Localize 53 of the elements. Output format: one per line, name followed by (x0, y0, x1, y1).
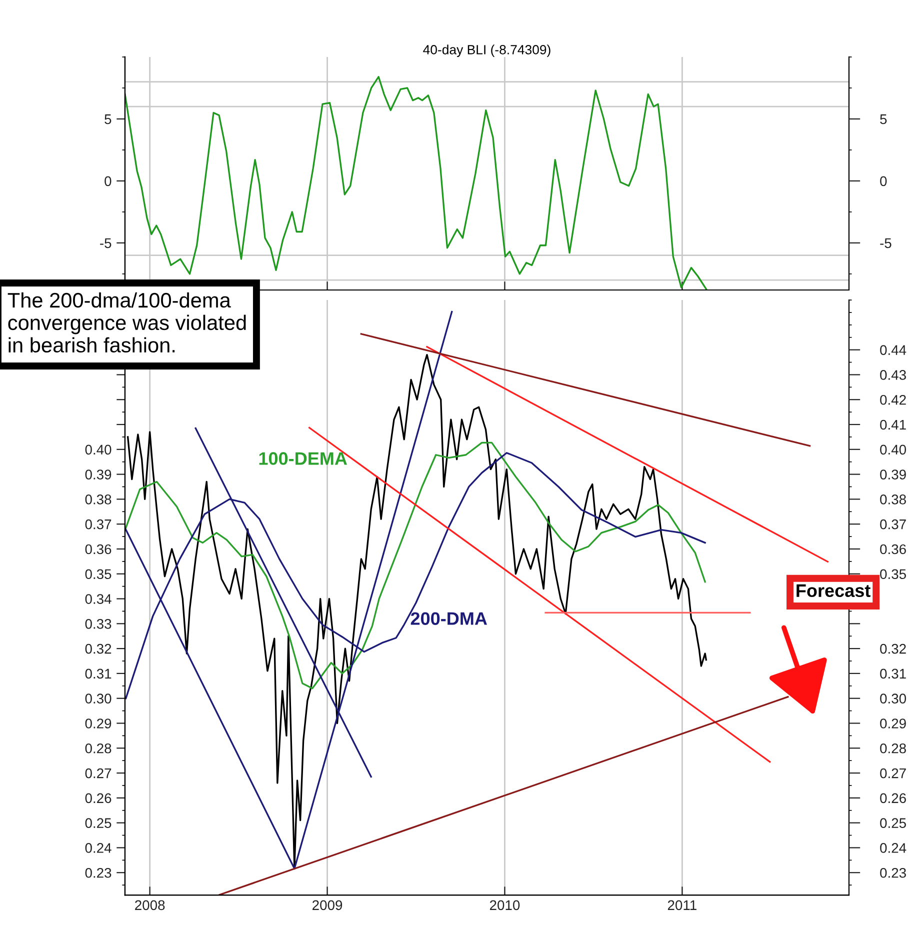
y-tick-label: 0 (104, 176, 112, 186)
y-tick-label: 0.36 (85, 544, 112, 554)
y-tick-label: 0.33 (85, 619, 112, 629)
y2-tick-label: 0.42 (880, 394, 906, 405)
series-label: 200-DMA (410, 612, 488, 625)
y2-tick-label: 0.44 (880, 345, 906, 355)
y2-tick-label: 5 (880, 114, 887, 124)
y2-tick-label: 0.39 (880, 470, 906, 480)
y-tick-label: 0.24 (85, 843, 112, 853)
text: 100-DEMA (259, 452, 348, 465)
y2-tick-label: 0.31 (880, 668, 906, 679)
y-tick-label: 0.29 (85, 718, 112, 728)
y-tick-label: -5 (100, 238, 112, 248)
y-tick-label: 0.31 (85, 668, 112, 679)
y2-tick-label: 0.27 (880, 768, 906, 778)
y-tick-label: 0.40 (85, 444, 112, 455)
chart-title: 40-day BLI (-8.74309) (423, 44, 550, 57)
y2-tick-label: 0.35 (880, 569, 906, 580)
y2-tick-label: 0.41 (880, 420, 906, 430)
y-tick-label: 0.26 (85, 793, 112, 804)
y2-tick-label: -5 (880, 238, 892, 248)
y-tick-label: 0.30 (85, 694, 112, 704)
x-tick-label: 2009 (312, 900, 342, 910)
y2-tick-label: 0.26 (880, 793, 906, 804)
y-tick-label: 0.28 (85, 743, 112, 754)
y2-tick-label: 0.43 (880, 370, 906, 380)
y-tick-label: 5 (104, 114, 112, 124)
y2-tick-label: 0.24 (880, 843, 906, 853)
y2-tick-label: 0.25 (880, 818, 906, 828)
y2-tick-label: 0.29 (880, 718, 906, 728)
y-tick-label: 0.38 (85, 494, 112, 504)
y2-tick-label: 0.36 (880, 544, 906, 554)
annotation: The 200-dma/100-dema convergence was violated in bearish fashion. (8, 292, 246, 353)
y-tick-label: 0.27 (85, 768, 112, 778)
y2-tick-label: 0.40 (880, 444, 906, 455)
y-tick-label: 0.35 (85, 569, 112, 580)
x-tick-label: 2008 (135, 900, 165, 910)
y2-tick-label: 0.38 (880, 494, 906, 504)
x-tick-label: 2011 (668, 900, 696, 910)
y2-tick-label: 0 (880, 176, 887, 186)
x-tick-label: 2010 (490, 900, 520, 910)
y-tick-label: 0.25 (85, 818, 112, 828)
y-tick-label: 0.32 (85, 644, 112, 654)
y2-tick-label: 0.23 (880, 868, 906, 878)
y2-tick-label: 0.30 (880, 694, 906, 704)
y2-tick-label: 0.32 (880, 644, 906, 654)
y-tick-label: 0.39 (85, 470, 112, 480)
annotation: Forecast (796, 584, 870, 598)
y-tick-label: 0.23 (85, 868, 112, 878)
y2-tick-label: 0.37 (880, 519, 906, 530)
y2-tick-label: 0.28 (880, 743, 906, 754)
y-tick-label: 0.34 (85, 594, 112, 604)
y-tick-label: 0.37 (85, 519, 112, 530)
